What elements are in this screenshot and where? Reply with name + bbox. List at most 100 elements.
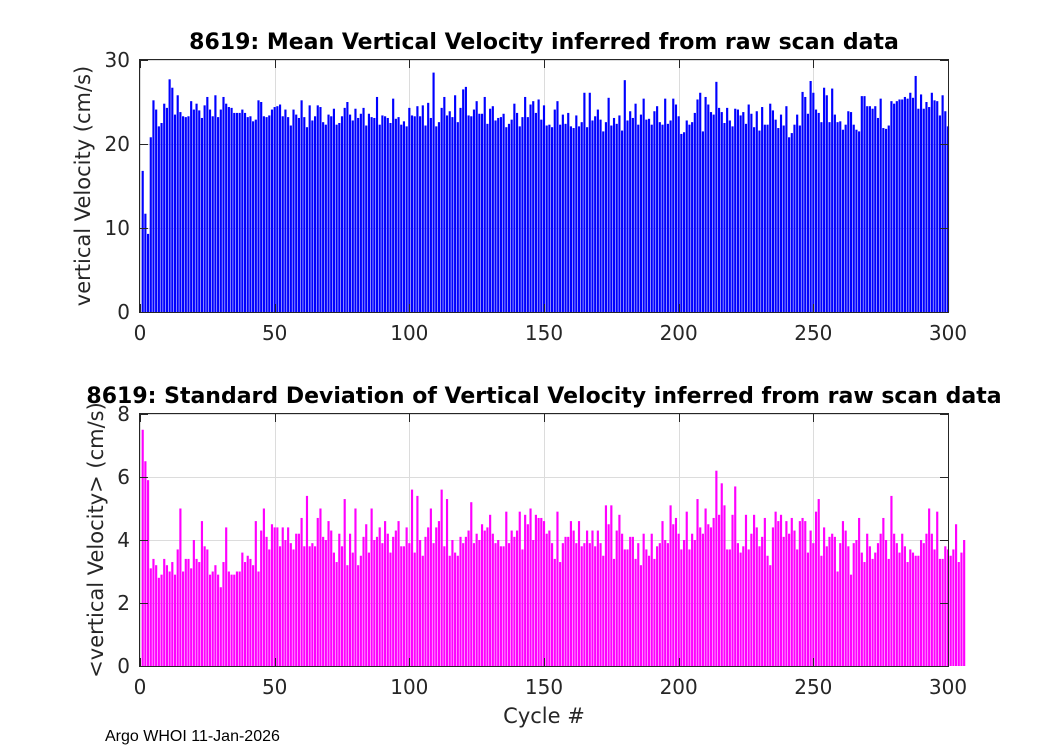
bar — [903, 546, 906, 666]
std-velocity-chart: 8619: Standard Deviation of Vertical Vel… — [84, 384, 1002, 728]
bar — [828, 122, 831, 312]
bar — [378, 124, 381, 313]
bar — [672, 98, 675, 312]
bar — [955, 524, 958, 666]
bar — [712, 114, 715, 312]
bar — [265, 117, 268, 313]
bar — [149, 568, 152, 666]
bar — [607, 524, 610, 666]
bar — [421, 105, 424, 312]
bar — [901, 533, 904, 666]
bar — [152, 558, 155, 666]
bar — [696, 99, 699, 312]
bar — [820, 122, 823, 312]
bar — [524, 514, 527, 666]
bar — [911, 97, 915, 312]
bar — [182, 571, 185, 666]
bar — [270, 524, 274, 666]
bar — [540, 517, 543, 666]
bar — [720, 112, 723, 312]
bar — [494, 543, 497, 666]
x-tick-label: 150 — [525, 675, 563, 699]
bar — [281, 527, 284, 666]
bar — [507, 123, 511, 312]
bar — [510, 530, 513, 666]
bar — [919, 540, 923, 666]
bar — [553, 558, 556, 666]
bar — [604, 505, 608, 666]
bar — [612, 117, 616, 313]
bar — [594, 116, 597, 312]
bar — [354, 508, 357, 666]
bar — [518, 511, 521, 666]
bar — [758, 130, 761, 312]
bar — [322, 122, 325, 312]
bar — [198, 110, 201, 313]
bar — [208, 109, 212, 312]
bar — [577, 126, 581, 312]
bar — [680, 549, 683, 666]
bar — [152, 100, 155, 312]
bar — [790, 133, 793, 312]
bar — [634, 558, 637, 666]
bar — [362, 107, 365, 312]
x-tick-label: 300 — [929, 675, 967, 699]
bar — [785, 106, 788, 312]
bar — [478, 113, 481, 312]
bar — [470, 116, 473, 312]
bar — [270, 109, 274, 312]
bar — [486, 123, 489, 312]
bar — [235, 112, 239, 312]
bar — [709, 527, 713, 666]
bar — [424, 536, 427, 666]
bar — [297, 533, 300, 666]
bar — [812, 92, 815, 312]
bar — [911, 552, 915, 666]
bar — [297, 117, 300, 313]
bar — [349, 114, 352, 312]
bar — [389, 552, 392, 666]
bar — [303, 546, 306, 666]
bar — [319, 508, 322, 666]
bar — [868, 546, 871, 666]
bar — [311, 543, 314, 666]
bar — [650, 533, 653, 666]
bar — [653, 558, 656, 666]
bar — [316, 517, 319, 666]
bar — [365, 524, 368, 666]
bar — [715, 470, 718, 666]
bar — [219, 109, 222, 312]
bar — [556, 511, 559, 666]
bar — [626, 549, 629, 666]
bar — [688, 124, 691, 313]
bar — [731, 126, 734, 312]
bar — [343, 499, 346, 666]
x-tick-label: 300 — [929, 321, 967, 345]
bar — [203, 105, 206, 312]
bar — [515, 112, 519, 312]
bar — [160, 574, 163, 666]
bar — [249, 558, 252, 666]
bar — [682, 132, 686, 312]
bar — [416, 106, 419, 312]
bar — [340, 546, 344, 666]
bar — [233, 112, 236, 312]
bar — [141, 429, 144, 666]
bar — [284, 109, 287, 312]
bar — [443, 546, 446, 666]
bar — [561, 543, 564, 666]
bar — [863, 96, 866, 313]
bar — [588, 543, 591, 666]
bar — [731, 514, 734, 666]
bar — [437, 122, 441, 312]
bar — [559, 562, 562, 666]
bar — [225, 527, 228, 666]
bar — [529, 104, 532, 313]
bar — [618, 514, 621, 666]
bar — [790, 517, 793, 666]
bar — [793, 530, 796, 666]
bar — [933, 549, 936, 666]
bar — [540, 119, 543, 312]
bar — [594, 546, 597, 666]
bar — [478, 540, 481, 666]
